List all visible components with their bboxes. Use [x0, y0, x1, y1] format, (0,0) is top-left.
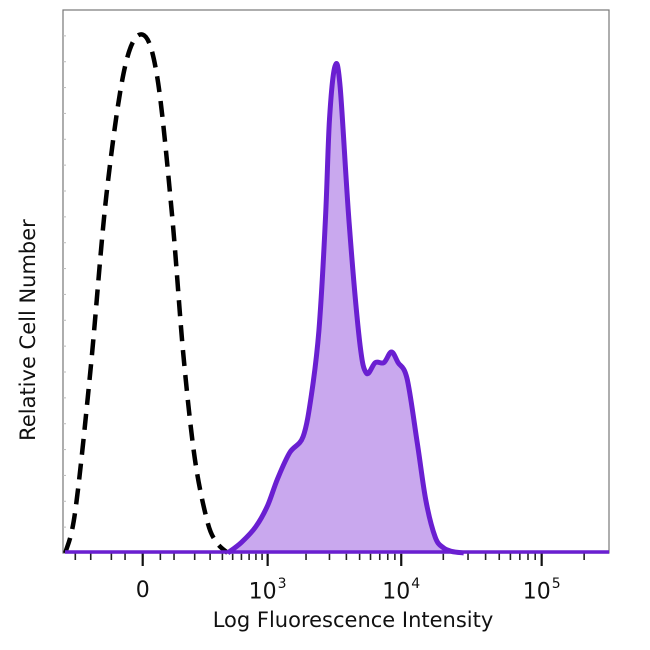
x-tick-base: 10 [248, 579, 277, 605]
x-tick-base: 10 [522, 579, 551, 605]
x-tick-base: 10 [382, 579, 411, 605]
minor-ticks [74, 553, 585, 566]
x-tick-label: 104 [382, 576, 421, 605]
series-line-1 [226, 61, 465, 556]
x-tick-base: 0 [135, 578, 150, 603]
x-tick-exponent: 4 [411, 576, 421, 592]
series-layer [63, 32, 609, 556]
y-axis-ticks [63, 35, 66, 528]
x-tick-exponent: 3 [277, 576, 287, 592]
y-axis-label: Relative Cell Number [16, 219, 40, 441]
x-tick-exponent: 5 [551, 576, 561, 592]
x-tick-label: 0 [136, 578, 150, 603]
x-tick-label: 103 [248, 576, 287, 605]
x-axis-label: Log Fluorescence Intensity [212, 608, 494, 632]
x-tick-label: 105 [522, 576, 561, 605]
series-line-0 [63, 32, 230, 555]
